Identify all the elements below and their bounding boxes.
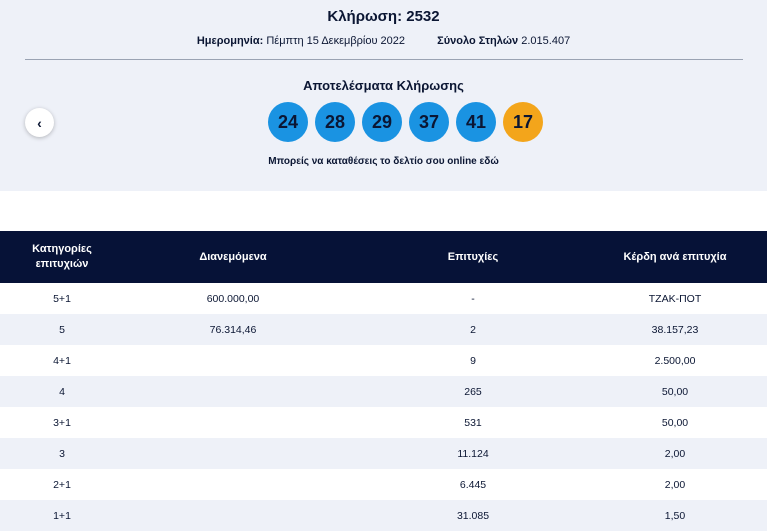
row-prize: 50,00 bbox=[661, 416, 689, 429]
row-winners: 531 bbox=[464, 416, 482, 429]
row-distributed bbox=[180, 407, 286, 438]
row-category: 3+1 bbox=[53, 416, 71, 429]
number-ball: 29 bbox=[362, 102, 402, 142]
table-row: 4+1 9 2.500,00 bbox=[0, 345, 767, 376]
row-category: 5+1 bbox=[53, 292, 71, 305]
row-winners: - bbox=[471, 292, 475, 305]
row-winners: 6.445 bbox=[459, 478, 487, 491]
row-distributed bbox=[180, 500, 286, 531]
row-winners: 9 bbox=[470, 354, 476, 367]
table-header: Κατηγορίες επιτυχιών Διανεμόμενα Επιτυχίε… bbox=[0, 231, 767, 283]
draw-title: Κλήρωση: 2532 bbox=[327, 8, 440, 25]
table-row: 3+1 531 50,00 bbox=[0, 407, 767, 438]
row-distributed: 600.000,00 bbox=[206, 292, 260, 305]
divider bbox=[25, 59, 743, 60]
joker-ball: 17 bbox=[503, 102, 543, 142]
header-winners: Επιτυχίες bbox=[447, 250, 499, 263]
number-ball: 41 bbox=[456, 102, 496, 142]
number-ball: 28 bbox=[315, 102, 355, 142]
online-text: Μπορείς να καταθέσεις το δελτίο σου onli… bbox=[268, 156, 477, 167]
columns-label: Σύνολο Στηλών bbox=[437, 35, 519, 47]
header-distributed: Διανεμόμενα bbox=[199, 250, 267, 263]
row-prize: 2,00 bbox=[664, 447, 686, 460]
row-prize: ΤΖΑΚ-ΠΟΤ bbox=[648, 292, 702, 305]
winning-numbers: 24 28 29 37 41 17 bbox=[268, 102, 543, 142]
row-category: 5 bbox=[59, 323, 65, 336]
row-distributed bbox=[180, 345, 286, 376]
row-distributed bbox=[180, 469, 286, 500]
header-prize: Κέρδη ανά επιτυχία bbox=[623, 250, 727, 263]
row-prize: 1,50 bbox=[664, 509, 686, 522]
results-title: Αποτελέσματα Κλήρωσης bbox=[303, 78, 464, 93]
row-winners: 2 bbox=[470, 323, 476, 336]
row-winners: 31.085 bbox=[456, 509, 490, 522]
row-distributed: 76.314,46 bbox=[209, 323, 257, 336]
row-winners: 265 bbox=[464, 385, 482, 398]
table-body: 5+1 600.000,00 - ΤΖΑΚ-ΠΟΤ 5 76.314,46 2 38.157,… bbox=[0, 283, 767, 531]
number-ball: 24 bbox=[268, 102, 308, 142]
header-category: Κατηγορίες επιτυχιών bbox=[32, 243, 92, 270]
row-prize: 2.500,00 bbox=[654, 354, 696, 367]
columns-value: 2.015.407 bbox=[521, 35, 571, 47]
table-row: 2+1 6.445 2,00 bbox=[0, 469, 767, 500]
table-row: 3 11.124 2,00 bbox=[0, 438, 767, 469]
table-row: 4 265 50,00 bbox=[0, 376, 767, 407]
online-submit-text: Μπορείς να καταθέσεις το δελτίο σου onli… bbox=[0, 156, 767, 167]
online-link[interactable]: εδώ bbox=[479, 156, 499, 167]
row-prize: 2,00 bbox=[664, 478, 686, 491]
row-category: 4 bbox=[59, 385, 65, 398]
date-value: Πέμπτη 15 Δεκεμβρίου 2022 bbox=[266, 35, 406, 47]
previous-draw-button[interactable]: ‹ bbox=[25, 108, 54, 137]
table-row: 1+1 31.085 1,50 bbox=[0, 500, 767, 531]
row-prize: 50,00 bbox=[661, 385, 689, 398]
table-row: 5+1 600.000,00 - ΤΖΑΚ-ΠΟΤ bbox=[0, 283, 767, 314]
chevron-left-icon: ‹ bbox=[37, 114, 42, 131]
row-category: 3 bbox=[59, 447, 65, 460]
row-prize: 38.157,23 bbox=[651, 323, 699, 336]
table-row: 5 76.314,46 2 38.157,23 bbox=[0, 314, 767, 345]
row-category: 2+1 bbox=[53, 478, 71, 491]
row-winners: 11.124 bbox=[457, 447, 489, 460]
date-label: Ημερομηνία: bbox=[196, 35, 264, 47]
prize-table: Κατηγορίες επιτυχιών Διανεμόμενα Επιτυχίε… bbox=[0, 231, 767, 531]
number-ball: 37 bbox=[409, 102, 449, 142]
row-category: 4+1 bbox=[53, 354, 71, 367]
row-distributed bbox=[180, 438, 286, 469]
draw-meta: Ημερομηνία: Πέμπτη 15 Δεκεμβρίου 2022 Σύ… bbox=[0, 35, 767, 47]
draw-info-panel: Κλήρωση: 2532 Ημερομηνία: Πέμπτη 15 Δεκε… bbox=[0, 0, 767, 191]
row-category: 1+1 bbox=[53, 509, 71, 522]
row-distributed bbox=[180, 376, 286, 407]
